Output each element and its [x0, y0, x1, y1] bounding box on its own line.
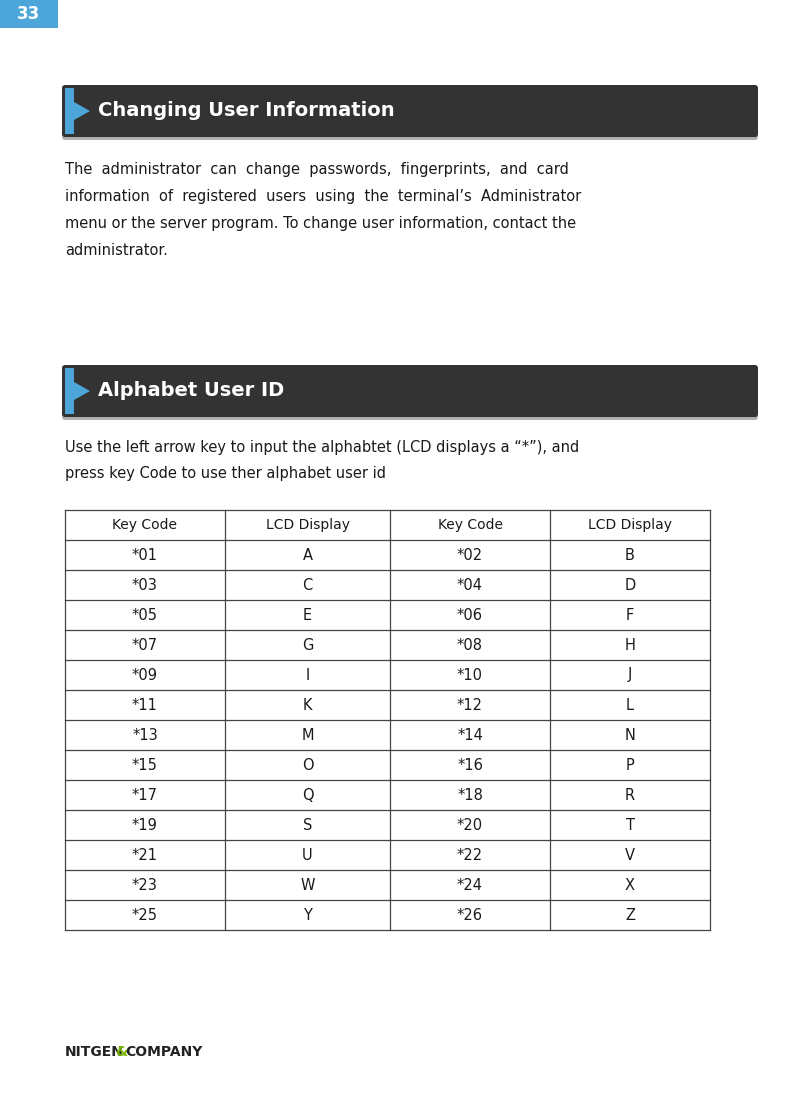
- Text: *24: *24: [457, 877, 483, 893]
- Text: I: I: [306, 668, 310, 683]
- Text: D: D: [624, 578, 636, 593]
- Text: *19: *19: [132, 818, 158, 832]
- Bar: [0, 0, 58, 29]
- Text: *05: *05: [132, 607, 158, 623]
- Text: P: P: [626, 758, 634, 773]
- Text: *21: *21: [132, 848, 158, 863]
- Text: *18: *18: [457, 787, 483, 803]
- FancyBboxPatch shape: [62, 365, 758, 417]
- Text: *01: *01: [132, 548, 158, 562]
- Text: C: C: [303, 578, 313, 593]
- Text: &: &: [115, 1045, 127, 1058]
- Text: H: H: [625, 638, 635, 652]
- Text: Use the left arrow key to input the alphabtet (LCD displays a “*”), and: Use the left arrow key to input the alph…: [65, 440, 580, 455]
- Text: L: L: [626, 697, 634, 713]
- Text: *03: *03: [132, 578, 158, 593]
- Text: S: S: [303, 818, 312, 832]
- Text: Z: Z: [625, 908, 635, 922]
- Text: W: W: [300, 877, 314, 893]
- Text: N: N: [625, 728, 635, 742]
- Text: 33: 33: [17, 5, 40, 23]
- Text: administrator.: administrator.: [65, 243, 168, 258]
- Text: A: A: [303, 548, 313, 562]
- Text: *04: *04: [457, 578, 483, 593]
- Text: F: F: [626, 607, 634, 623]
- FancyBboxPatch shape: [62, 88, 758, 141]
- Text: information  of  registered  users  using  the  terminal’s  Administrator: information of registered users using th…: [65, 189, 581, 204]
- Text: *13: *13: [132, 728, 158, 742]
- Text: *17: *17: [132, 787, 158, 803]
- Polygon shape: [74, 102, 90, 120]
- Text: O: O: [302, 758, 314, 773]
- Text: The  administrator  can  change  passwords,  fingerprints,  and  card: The administrator can change passwords, …: [65, 163, 569, 177]
- FancyBboxPatch shape: [62, 368, 758, 421]
- Text: *26: *26: [457, 908, 483, 922]
- Text: *25: *25: [132, 908, 158, 922]
- Text: *16: *16: [457, 758, 483, 773]
- Text: B: B: [625, 548, 635, 562]
- Text: J: J: [628, 668, 632, 683]
- Text: press key Code to use ther alphabet user id: press key Code to use ther alphabet user…: [65, 466, 386, 481]
- Text: Changing User Information: Changing User Information: [98, 101, 395, 121]
- Text: Alphabet User ID: Alphabet User ID: [98, 381, 284, 401]
- Text: K: K: [303, 697, 312, 713]
- Text: Q: Q: [302, 787, 314, 803]
- Text: LCD Display: LCD Display: [265, 518, 349, 533]
- Text: *09: *09: [132, 668, 158, 683]
- Text: NITGEN: NITGEN: [65, 1045, 124, 1058]
- Text: M: M: [301, 728, 314, 742]
- Text: G: G: [302, 638, 313, 652]
- Bar: [65, 368, 74, 414]
- Text: *22: *22: [457, 848, 483, 863]
- Text: E: E: [303, 607, 312, 623]
- Text: COMPANY: COMPANY: [125, 1045, 202, 1058]
- Text: *11: *11: [132, 697, 158, 713]
- Text: Y: Y: [303, 908, 312, 922]
- Text: Key Code: Key Code: [113, 518, 178, 533]
- Text: V: V: [625, 848, 635, 863]
- Text: U: U: [303, 848, 313, 863]
- Text: *20: *20: [457, 818, 483, 832]
- Bar: [65, 88, 74, 134]
- Polygon shape: [74, 382, 90, 400]
- Text: *07: *07: [132, 638, 158, 652]
- Text: R: R: [625, 787, 635, 803]
- Text: X: X: [625, 877, 635, 893]
- FancyBboxPatch shape: [62, 85, 758, 137]
- Text: T: T: [626, 818, 634, 832]
- Text: menu or the server program. To change user information, contact the: menu or the server program. To change us…: [65, 216, 576, 231]
- Text: *15: *15: [132, 758, 158, 773]
- Text: *08: *08: [457, 638, 483, 652]
- Text: *23: *23: [132, 877, 158, 893]
- Text: Key Code: Key Code: [437, 518, 503, 533]
- Text: *14: *14: [457, 728, 483, 742]
- Text: *10: *10: [457, 668, 483, 683]
- Text: LCD Display: LCD Display: [588, 518, 672, 533]
- Text: *06: *06: [457, 607, 483, 623]
- Text: *02: *02: [457, 548, 483, 562]
- Text: *12: *12: [457, 697, 483, 713]
